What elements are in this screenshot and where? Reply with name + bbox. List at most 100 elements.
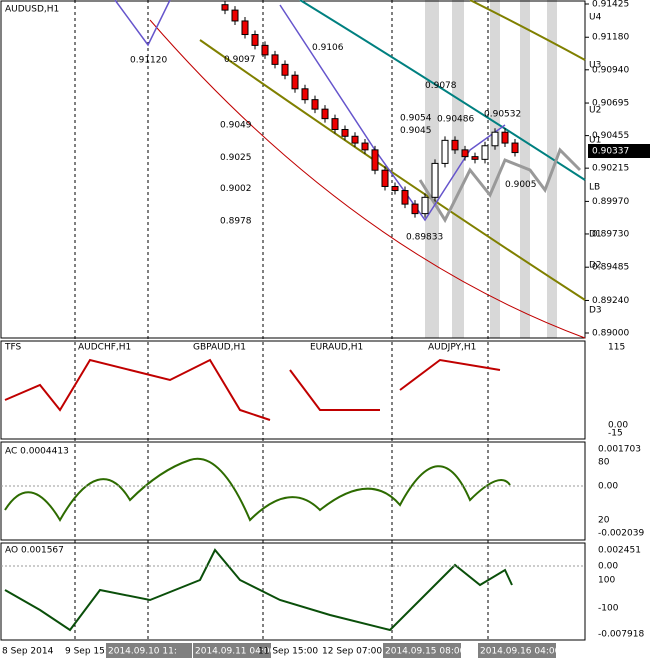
price-label: 0.91180 — [592, 33, 629, 43]
level-label: D3 — [589, 306, 602, 316]
chart-title: AUDUSD,H1 — [5, 5, 59, 15]
annotation: 0.9005 — [505, 180, 537, 190]
axis-label: 115 — [608, 343, 625, 353]
oscillators — [1, 358, 585, 632]
annotation: 0.9025 — [220, 153, 252, 163]
price-label: 0.89730 — [592, 229, 629, 239]
candle — [471, 156, 479, 160]
price-label: 0.91425 — [592, 0, 629, 10]
time-label: 8 Sep 2014 — [2, 647, 54, 657]
axis-label: 0.00 — [598, 482, 618, 492]
time-highlight — [193, 643, 271, 658]
candle — [241, 20, 249, 36]
candle — [401, 190, 409, 205]
symbol-label: AUDCHF,H1 — [78, 343, 131, 353]
time-label: 2014.09.10 11: — [108, 647, 177, 657]
candle — [311, 99, 319, 110]
candle — [511, 142, 519, 154]
candle — [371, 149, 379, 171]
level-label: D1 — [589, 230, 602, 240]
candle — [441, 139, 449, 164]
annotation: 0.9045 — [400, 126, 432, 136]
axis-label: 0.001703 — [598, 445, 641, 455]
bands — [114, 0, 586, 339]
candle — [291, 74, 299, 90]
annotation: 0.9049 — [220, 120, 252, 130]
axis-label: 80 — [598, 458, 610, 468]
level-label: U1 — [589, 136, 601, 146]
axis-label: -0.007918 — [598, 630, 644, 640]
level-label: LB — [589, 183, 600, 193]
current-price-box — [588, 144, 650, 158]
symbol-label: GBPAUD,H1 — [193, 343, 246, 353]
price-label: 0.90940 — [592, 65, 629, 75]
candle — [281, 63, 289, 76]
candle — [361, 142, 369, 151]
annotation: 0.9002 — [220, 184, 252, 194]
candle — [481, 145, 489, 160]
level-label: D2 — [589, 261, 602, 271]
annotation: 0.91120 — [130, 56, 167, 66]
axis-label: 0.00 — [598, 562, 618, 572]
candle — [501, 131, 509, 144]
time-label: 12 Sep 07:00 — [322, 647, 382, 657]
time-label: 2014.09.15 08:00 — [385, 647, 466, 657]
axis-label: 0.002451 — [598, 546, 641, 556]
candle — [421, 196, 429, 215]
price-label: 0.89970 — [592, 197, 629, 207]
symbol-label: EURAUD,H1 — [310, 343, 363, 353]
candle — [391, 185, 399, 192]
price-label: 0.89000 — [592, 329, 629, 339]
candle — [411, 203, 419, 215]
candle — [381, 169, 389, 187]
candle — [351, 135, 359, 144]
level-label: U2 — [589, 106, 601, 116]
annotation: 0.90532 — [484, 110, 521, 120]
panel-label: TFS — [4, 343, 22, 353]
candle — [221, 4, 229, 11]
axis-label: -100 — [598, 604, 619, 614]
time-highlight — [478, 643, 556, 658]
time-highlight — [383, 643, 461, 658]
axis-label: 20 — [598, 516, 610, 526]
time-label: 11 Sep 15:00 — [258, 647, 318, 657]
annotation: 0.9097 — [224, 55, 256, 65]
candle — [301, 88, 309, 101]
candle — [341, 128, 349, 137]
candle — [461, 149, 469, 158]
symbol-label: AUDJPY,H1 — [428, 343, 476, 353]
candle — [231, 9, 239, 22]
candle — [431, 162, 439, 198]
panel-label: AC 0.0004413 — [5, 447, 69, 457]
candle — [321, 108, 329, 120]
candle — [261, 44, 269, 56]
current-price: 0.90337 — [592, 147, 629, 157]
price-label: 0.89485 — [592, 263, 629, 273]
annotation: 0.8978 — [220, 217, 252, 227]
candle — [491, 131, 499, 147]
axis-label: -0.002039 — [598, 529, 644, 539]
annotation: 0.89833 — [406, 233, 443, 243]
panel-label: AO 0.001567 — [5, 546, 64, 556]
axis-label: 0.00 — [608, 421, 628, 431]
annotation: 0.90486 — [437, 115, 474, 125]
price-label: 0.90695 — [592, 99, 629, 109]
day-separators — [74, 0, 489, 640]
candle — [451, 139, 459, 151]
time-label: 2014.09.16 04:00 — [480, 647, 561, 657]
level-label: U3 — [589, 61, 601, 71]
candle — [251, 34, 259, 46]
axis-label: -15 — [608, 429, 623, 439]
time-label: 9 Sep 15: — [65, 647, 108, 657]
panel-frames — [0, 0, 586, 641]
annotation: 0.9078 — [425, 81, 457, 91]
time-highlight — [106, 643, 192, 658]
candle — [271, 54, 279, 65]
level-label: U4 — [589, 13, 602, 23]
annotation: 0.9106 — [312, 43, 344, 53]
time-label: 2014.09.11 04:00 — [195, 647, 276, 657]
candle — [331, 118, 339, 130]
price-label: 0.89240 — [592, 296, 629, 306]
price-label: 0.90215 — [592, 164, 629, 174]
price-label: 0.90455 — [592, 131, 629, 141]
